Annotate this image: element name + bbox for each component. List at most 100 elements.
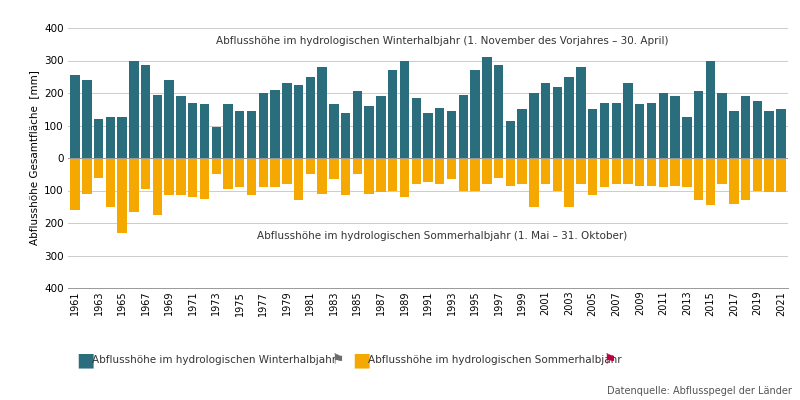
Bar: [682, 117, 691, 158]
Bar: [458, 95, 468, 158]
Bar: [188, 158, 198, 197]
Bar: [388, 158, 398, 190]
Bar: [529, 158, 538, 207]
Bar: [329, 104, 338, 158]
Bar: [765, 111, 774, 158]
Bar: [470, 70, 480, 158]
Bar: [423, 158, 433, 182]
Bar: [541, 83, 550, 158]
Bar: [200, 104, 209, 158]
Bar: [70, 158, 80, 210]
Bar: [741, 158, 750, 200]
Bar: [600, 103, 609, 158]
Bar: [494, 158, 503, 178]
Bar: [506, 158, 515, 186]
Text: ⚑: ⚑: [332, 353, 345, 367]
Bar: [258, 158, 268, 187]
Bar: [694, 91, 703, 158]
Bar: [235, 111, 245, 158]
Text: ■: ■: [352, 350, 370, 370]
Bar: [376, 96, 386, 158]
Bar: [741, 96, 750, 158]
Bar: [623, 158, 633, 184]
Bar: [365, 158, 374, 194]
Bar: [776, 109, 786, 158]
Bar: [247, 111, 256, 158]
Bar: [94, 158, 103, 178]
Bar: [176, 158, 186, 195]
Bar: [365, 106, 374, 158]
Bar: [341, 158, 350, 195]
Bar: [670, 96, 680, 158]
Bar: [718, 158, 727, 184]
Bar: [141, 158, 150, 189]
Bar: [129, 60, 138, 158]
Bar: [623, 83, 633, 158]
Bar: [635, 158, 645, 186]
Bar: [165, 80, 174, 158]
Bar: [294, 158, 303, 200]
Bar: [353, 158, 362, 174]
Bar: [776, 158, 786, 192]
Text: Abflusshöhe im hydrologischen Sommerhalbjahr: Abflusshöhe im hydrologischen Sommerhalb…: [368, 355, 622, 365]
Bar: [694, 158, 703, 200]
Bar: [447, 158, 456, 179]
Bar: [565, 77, 574, 158]
Bar: [306, 158, 315, 174]
Bar: [529, 93, 538, 158]
Bar: [718, 93, 727, 158]
Bar: [411, 98, 421, 158]
Bar: [518, 158, 527, 184]
Bar: [282, 158, 291, 184]
Bar: [282, 83, 291, 158]
Bar: [318, 67, 327, 158]
Bar: [82, 80, 91, 158]
Bar: [753, 101, 762, 158]
Bar: [494, 65, 503, 158]
Bar: [223, 104, 233, 158]
Y-axis label: Abflusshöhe Gesamtfläche  [mm]: Abflusshöhe Gesamtfläche [mm]: [29, 70, 38, 246]
Bar: [82, 158, 91, 194]
Bar: [341, 112, 350, 158]
Text: ■: ■: [76, 350, 94, 370]
Text: Abflusshöhe im hydrologischen Winterhalbjahr: Abflusshöhe im hydrologischen Winterhalb…: [92, 355, 336, 365]
Bar: [400, 60, 409, 158]
Text: ⚑: ⚑: [604, 353, 617, 367]
Bar: [129, 158, 138, 212]
Bar: [423, 112, 433, 158]
Bar: [658, 93, 668, 158]
Bar: [70, 75, 80, 158]
Text: Abflusshöhe im hydrologischen Winterhalbjahr (1. November des Vorjahres – 30. Ap: Abflusshöhe im hydrologischen Winterhalb…: [216, 36, 669, 46]
Bar: [94, 119, 103, 158]
Bar: [188, 103, 198, 158]
Bar: [765, 158, 774, 192]
Bar: [447, 111, 456, 158]
Bar: [294, 85, 303, 158]
Bar: [400, 158, 409, 197]
Bar: [482, 57, 491, 158]
Bar: [411, 158, 421, 184]
Bar: [247, 158, 256, 195]
Bar: [353, 91, 362, 158]
Bar: [329, 158, 338, 179]
Bar: [553, 158, 562, 190]
Bar: [388, 70, 398, 158]
Bar: [106, 117, 115, 158]
Bar: [106, 158, 115, 207]
Bar: [482, 158, 491, 184]
Bar: [729, 158, 738, 204]
Bar: [600, 158, 609, 187]
Bar: [223, 158, 233, 189]
Bar: [588, 109, 598, 158]
Bar: [729, 111, 738, 158]
Bar: [576, 67, 586, 158]
Bar: [211, 127, 221, 158]
Bar: [576, 158, 586, 184]
Bar: [753, 158, 762, 190]
Bar: [541, 158, 550, 184]
Bar: [435, 108, 445, 158]
Bar: [647, 158, 656, 186]
Bar: [235, 158, 245, 187]
Bar: [670, 158, 680, 186]
Bar: [200, 158, 209, 199]
